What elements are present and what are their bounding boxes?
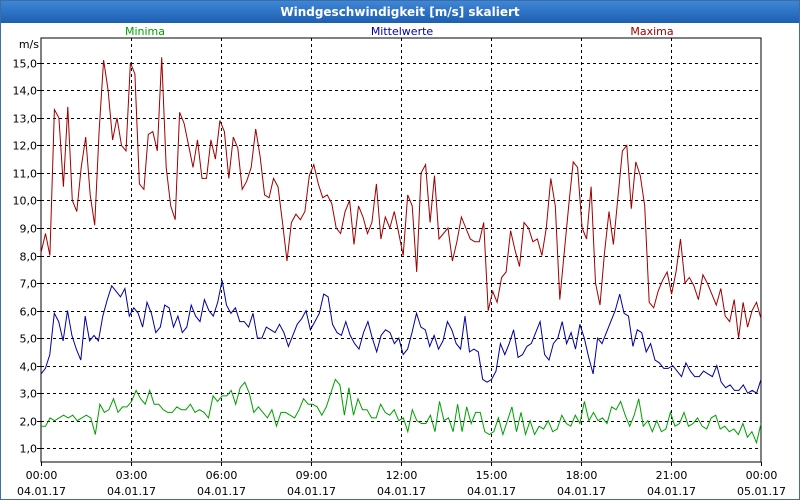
x-tick-label-date: 04.01.17 bbox=[557, 485, 606, 498]
y-tick-label: 6,0 bbox=[20, 306, 38, 319]
series-line-maxima bbox=[40, 57, 762, 339]
x-tick-label-date: 04.01.17 bbox=[287, 485, 336, 498]
y-tick-label: 12,0 bbox=[13, 140, 38, 153]
x-tick-label-time: 15:00 bbox=[476, 469, 508, 482]
y-tick-label: 11,0 bbox=[13, 168, 38, 181]
y-tick-label: 10,0 bbox=[13, 195, 38, 208]
y-tick-label: 9,0 bbox=[20, 223, 38, 236]
x-tick-label-time: 21:00 bbox=[656, 469, 688, 482]
x-tick-label-date: 04.01.17 bbox=[377, 485, 426, 498]
legend-minima: Minima bbox=[125, 25, 165, 38]
legend-mittelwerte: Mittelwerte bbox=[371, 25, 434, 38]
x-tick-label-time: 06:00 bbox=[206, 469, 238, 482]
y-tick-label: 15,0 bbox=[13, 58, 38, 71]
x-tick-label-time: 12:00 bbox=[386, 469, 418, 482]
y-axis-label: m/s bbox=[19, 38, 39, 51]
y-tick-label: 13,0 bbox=[13, 113, 38, 126]
series-line-mittelwerte bbox=[40, 280, 762, 394]
y-tick-label: 8,0 bbox=[20, 251, 38, 264]
x-tick-label-time: 00:00 bbox=[746, 469, 778, 482]
y-tick-label: 14,0 bbox=[13, 85, 38, 98]
x-tick-label-time: 18:00 bbox=[566, 469, 598, 482]
x-tick-label-date: 04.01.17 bbox=[197, 485, 246, 498]
series-line-minima bbox=[41, 378, 762, 445]
window-title: Windgeschwindigkeit [m/s] skaliert bbox=[1, 1, 799, 23]
y-tick-label: 1,0 bbox=[20, 443, 38, 456]
y-tick-label: 4,0 bbox=[20, 361, 38, 374]
x-tick-label-date: 04.01.17 bbox=[467, 485, 516, 498]
x-tick-label-date: 04.01.17 bbox=[107, 485, 156, 498]
x-tick-label-date: 04.01.17 bbox=[647, 485, 696, 498]
x-tick-label-date: 05.01.17 bbox=[737, 485, 786, 498]
x-tick-label-time: 09:00 bbox=[296, 469, 328, 482]
x-tick-label-time: 03:00 bbox=[116, 469, 148, 482]
y-tick-label: 2,0 bbox=[20, 416, 38, 429]
y-tick-label: 5,0 bbox=[20, 333, 38, 346]
x-tick-label-time: 00:00 bbox=[26, 469, 58, 482]
y-tick-label: 3,0 bbox=[20, 388, 38, 401]
x-tick-label-date: 04.01.17 bbox=[17, 485, 66, 498]
legend-maxima: Maxima bbox=[630, 25, 673, 38]
y-tick-label: 7,0 bbox=[20, 278, 38, 291]
